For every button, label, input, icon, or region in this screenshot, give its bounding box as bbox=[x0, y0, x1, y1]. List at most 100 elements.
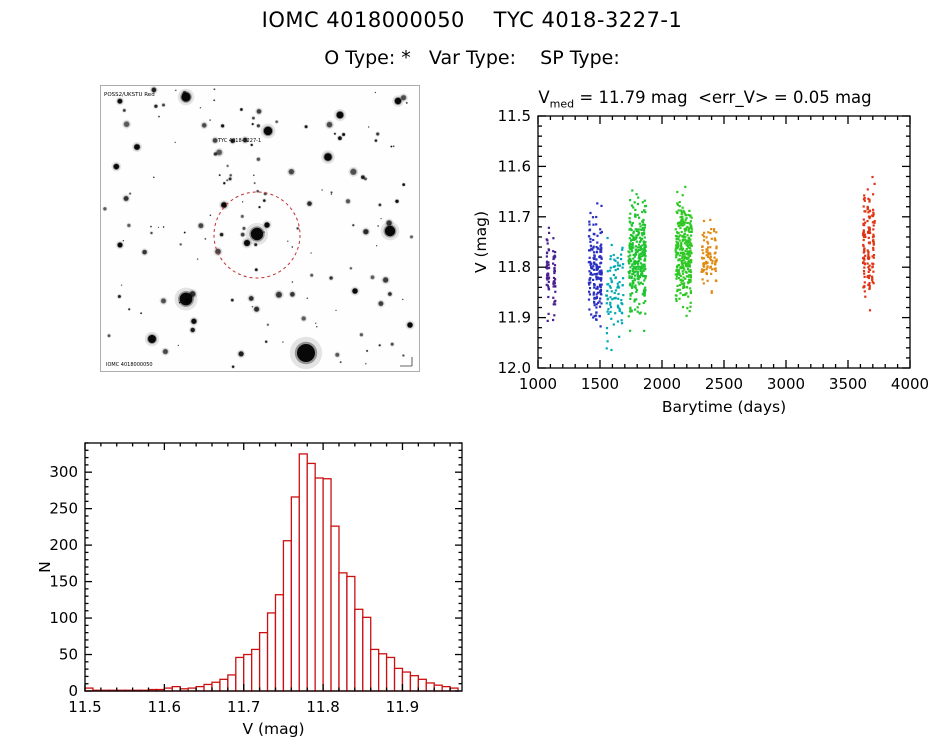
data-point bbox=[632, 237, 635, 240]
data-point bbox=[609, 255, 612, 258]
data-point bbox=[676, 288, 679, 291]
data-point bbox=[687, 236, 691, 240]
star bbox=[330, 191, 333, 194]
star bbox=[157, 226, 160, 229]
histogram-bar bbox=[417, 678, 427, 692]
star bbox=[242, 226, 246, 231]
data-point bbox=[638, 259, 641, 262]
data-point bbox=[609, 277, 612, 280]
data-point bbox=[589, 244, 592, 247]
data-point bbox=[593, 315, 596, 318]
data-point bbox=[637, 256, 640, 260]
data-point bbox=[606, 236, 609, 240]
data-point bbox=[600, 256, 603, 259]
data-point bbox=[552, 237, 555, 240]
data-point bbox=[589, 237, 592, 241]
data-point bbox=[682, 262, 685, 265]
data-point bbox=[701, 257, 704, 260]
data-point bbox=[690, 216, 693, 219]
histogram-bar bbox=[346, 575, 356, 692]
y-tick-label: 11.7 bbox=[498, 208, 531, 226]
data-point bbox=[612, 323, 615, 326]
data-point bbox=[704, 262, 708, 265]
data-point bbox=[684, 236, 687, 239]
star bbox=[386, 220, 392, 226]
data-point bbox=[612, 273, 615, 277]
star bbox=[334, 351, 341, 358]
data-point bbox=[553, 267, 556, 270]
data-point bbox=[629, 234, 632, 237]
star bbox=[230, 138, 235, 144]
data-point bbox=[636, 310, 639, 313]
finding-chart-image: POSS2/UKSTU Red TYC 4018-3227-1 IOMC 40180… bbox=[100, 85, 420, 372]
data-point bbox=[607, 308, 610, 311]
data-point bbox=[635, 236, 638, 239]
y-axis-title: V (mag) bbox=[472, 211, 490, 273]
x-axis-title: V (mag) bbox=[242, 720, 304, 738]
star bbox=[179, 243, 182, 246]
data-point bbox=[706, 253, 709, 256]
data-point bbox=[629, 248, 632, 251]
star bbox=[153, 176, 155, 178]
data-point bbox=[715, 231, 718, 234]
data-point bbox=[687, 270, 690, 273]
star bbox=[140, 312, 142, 314]
data-point bbox=[643, 246, 646, 249]
star bbox=[399, 93, 408, 102]
data-point bbox=[637, 276, 640, 279]
data-point bbox=[710, 237, 713, 240]
data-point bbox=[612, 265, 615, 268]
data-point bbox=[872, 211, 875, 214]
data-point bbox=[609, 303, 612, 306]
star bbox=[129, 192, 132, 195]
data-point bbox=[629, 294, 632, 297]
data-point bbox=[600, 293, 603, 296]
histogram-bar bbox=[243, 653, 253, 692]
data-point bbox=[589, 277, 592, 280]
star bbox=[288, 169, 294, 175]
data-point bbox=[632, 238, 635, 241]
star bbox=[118, 295, 121, 298]
histogram-bar bbox=[171, 685, 181, 692]
data-point bbox=[628, 251, 631, 254]
star bbox=[349, 267, 352, 270]
data-point bbox=[688, 239, 691, 242]
data-point bbox=[635, 240, 638, 243]
data-point bbox=[709, 218, 712, 221]
data-point bbox=[632, 232, 635, 235]
data-point bbox=[616, 320, 619, 323]
data-point bbox=[685, 275, 688, 278]
data-point bbox=[872, 248, 875, 251]
x-tick-label: 4000 bbox=[891, 375, 929, 393]
sky-background bbox=[100, 85, 420, 372]
data-point bbox=[629, 310, 632, 313]
data-point bbox=[605, 302, 608, 305]
star bbox=[202, 123, 207, 128]
star bbox=[251, 306, 253, 308]
data-point bbox=[595, 311, 598, 314]
data-point bbox=[547, 280, 550, 283]
data-point bbox=[687, 295, 690, 298]
star bbox=[231, 365, 235, 368]
data-point bbox=[867, 197, 870, 200]
star bbox=[256, 124, 260, 128]
data-point bbox=[868, 309, 872, 312]
plate-footer-label: IOMC 4018000050 bbox=[106, 362, 153, 368]
data-point bbox=[683, 212, 686, 215]
data-point bbox=[610, 348, 613, 352]
data-point bbox=[709, 258, 713, 261]
star bbox=[296, 227, 299, 230]
data-point bbox=[613, 291, 616, 295]
data-point bbox=[631, 204, 634, 207]
data-point bbox=[675, 275, 679, 278]
data-point bbox=[630, 276, 633, 280]
data-point bbox=[702, 252, 705, 255]
data-point bbox=[634, 215, 637, 218]
data-point bbox=[616, 264, 620, 267]
star bbox=[248, 296, 254, 301]
data-point bbox=[710, 290, 713, 293]
data-point bbox=[689, 223, 692, 226]
data-point bbox=[867, 270, 870, 273]
star bbox=[266, 323, 270, 327]
histogram-bar bbox=[354, 608, 364, 692]
